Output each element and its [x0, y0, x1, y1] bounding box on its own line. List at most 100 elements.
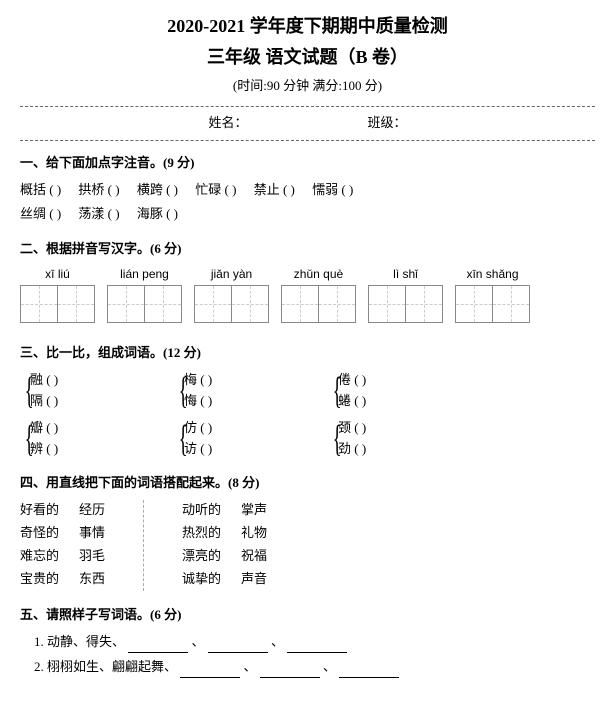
q4-word: 诚挚的 — [182, 569, 221, 590]
brace-icon: { — [179, 418, 188, 460]
char-box — [405, 285, 443, 323]
q3-word: 仿 ( ) — [184, 418, 314, 439]
q5-line-2: 2. 栩栩如生、翩翩起舞、 、 、 — [20, 657, 595, 678]
q3-word: 劲 ( ) — [338, 439, 468, 460]
q3-word: 倦 ( ) — [338, 370, 468, 391]
q1-item: 拱桥 ( ) — [78, 180, 119, 201]
q4-word: 祝福 — [241, 546, 267, 567]
q3-word: 辨 ( ) — [30, 439, 160, 460]
pinyin-label: jiǎn yàn — [194, 265, 269, 284]
pinyin-label: xī liú — [20, 265, 95, 284]
q1-item: 荡漾 ( ) — [78, 204, 119, 225]
q4-word: 羽毛 — [79, 546, 105, 567]
q1-item: 海豚 ( ) — [137, 204, 178, 225]
name-label: 姓名： — [208, 113, 247, 134]
q2-title: 二、根据拼音写汉字。(6 分) — [20, 239, 595, 260]
q1-item: 禁止 ( ) — [254, 180, 295, 201]
char-box — [368, 285, 406, 323]
brace-icon: { — [25, 418, 34, 460]
question-4: 四、用直线把下面的词语搭配起来。(8 分) 好看的奇怪的难忘的宝贵的 经历事情羽… — [20, 473, 595, 591]
sep: 、 — [192, 634, 205, 649]
question-2: 二、根据拼音写汉字。(6 分) xī liú lián peng jiǎn yàn z… — [20, 239, 595, 330]
q4-word: 掌声 — [241, 500, 267, 521]
q4-left-pair: 好看的奇怪的难忘的宝贵的 经历事情羽毛东西 — [20, 500, 105, 591]
char-box — [281, 285, 319, 323]
q3-word: 融 ( ) — [30, 370, 160, 391]
q4-right-pair: 动听的热烈的漂亮的诚挚的 掌声礼物祝福声音 — [182, 500, 267, 591]
q1-item: 丝绸 ( ) — [20, 204, 61, 225]
pinyin-label: lì shǐ — [368, 265, 443, 284]
q2-container: xī liú lián peng jiǎn yàn zhǔn què lì shǐ xīn… — [20, 265, 595, 329]
q3-group-2: {瓣 ( )辨 ( ){仿 ( )访 ( ){颈 ( )劲 ( ) — [20, 418, 595, 460]
q5-title: 五、请照样子写词语。(6 分) — [20, 605, 595, 626]
q3-word: 蜷 ( ) — [338, 391, 468, 412]
char-box — [57, 285, 95, 323]
q4-word: 热烈的 — [182, 523, 221, 544]
char-box-pair — [281, 285, 356, 323]
q3-pair: {倦 ( )蜷 ( ) — [328, 370, 468, 412]
q1-item: 横跨 ( ) — [137, 180, 178, 201]
student-info-row: 姓名： 班级： — [20, 106, 595, 141]
brace-icon: { — [333, 370, 342, 412]
q5-text: 1. 动静、得失、 — [34, 634, 125, 649]
char-box — [492, 285, 530, 323]
q2-item: lián peng — [107, 265, 182, 329]
q3-word: 访 ( ) — [184, 439, 314, 460]
q3-word: 悔 ( ) — [184, 391, 314, 412]
q3-word: 梅 ( ) — [184, 370, 314, 391]
brace-icon: { — [179, 370, 188, 412]
q4-word: 礼物 — [241, 523, 267, 544]
char-box — [455, 285, 493, 323]
q5-line-1: 1. 动静、得失、 、 、 — [20, 632, 595, 653]
q1-row-1: 概括 ( ) 拱桥 ( ) 横跨 ( ) 忙碌 ( ) 禁止 ( ) 懦弱 ( … — [20, 180, 595, 201]
q4-word: 难忘的 — [20, 546, 59, 567]
q4-word: 宝贵的 — [20, 569, 59, 590]
q4-word: 奇怪的 — [20, 523, 59, 544]
brace-icon: { — [333, 418, 342, 460]
q4-word: 事情 — [79, 523, 105, 544]
q4-word: 好看的 — [20, 500, 59, 521]
exam-meta: (时间:90 分钟 满分:100 分) — [20, 76, 595, 97]
q3-title: 三、比一比，组成词语。(12 分) — [20, 343, 595, 364]
sep: 、 — [271, 634, 284, 649]
q2-item: zhǔn què — [281, 265, 356, 329]
q4-word: 声音 — [241, 569, 267, 590]
q1-title: 一、给下面加点字注音。(9 分) — [20, 153, 595, 174]
blank — [260, 664, 320, 678]
q3-pair: {仿 ( )访 ( ) — [174, 418, 314, 460]
q4-word: 漂亮的 — [182, 546, 221, 567]
blank — [339, 664, 399, 678]
q3-pair: {融 ( )隔 ( ) — [20, 370, 160, 412]
char-box-pair — [20, 285, 95, 323]
char-box — [107, 285, 145, 323]
q1-item: 概括 ( ) — [20, 180, 61, 201]
q1-item: 懦弱 ( ) — [312, 180, 353, 201]
q5-text: 2. 栩栩如生、翩翩起舞、 — [34, 659, 177, 674]
q3-pair: {梅 ( )悔 ( ) — [174, 370, 314, 412]
pinyin-label: zhǔn què — [281, 265, 356, 284]
q2-item: xī liú — [20, 265, 95, 329]
pinyin-label: xīn shǎng — [455, 265, 530, 284]
q4-word: 经历 — [79, 500, 105, 521]
q3-word: 瓣 ( ) — [30, 418, 160, 439]
char-box-pair — [455, 285, 530, 323]
question-3: 三、比一比，组成词语。(12 分) {融 ( )隔 ( ){梅 ( )悔 ( )… — [20, 343, 595, 459]
q4-word: 动听的 — [182, 500, 221, 521]
char-box-pair — [368, 285, 443, 323]
sep: 、 — [323, 659, 336, 674]
q1-item: 忙碌 ( ) — [195, 180, 236, 201]
char-box — [144, 285, 182, 323]
q1-row-2: 丝绸 ( ) 荡漾 ( ) 海豚 ( ) — [20, 204, 595, 225]
char-box — [231, 285, 269, 323]
char-box-pair — [194, 285, 269, 323]
q4-title: 四、用直线把下面的词语搭配起来。(8 分) — [20, 473, 595, 494]
q2-item: lì shǐ — [368, 265, 443, 329]
divider — [143, 500, 144, 591]
q3-word: 颈 ( ) — [338, 418, 468, 439]
sep: 、 — [244, 659, 257, 674]
question-5: 五、请照样子写词语。(6 分) 1. 动静、得失、 、 、 2. 栩栩如生、翩翩… — [20, 605, 595, 677]
q3-pair: {颈 ( )劲 ( ) — [328, 418, 468, 460]
char-box-pair — [107, 285, 182, 323]
exam-title-2: 三年级 语文试题（B 卷） — [20, 43, 595, 72]
blank — [287, 639, 347, 653]
